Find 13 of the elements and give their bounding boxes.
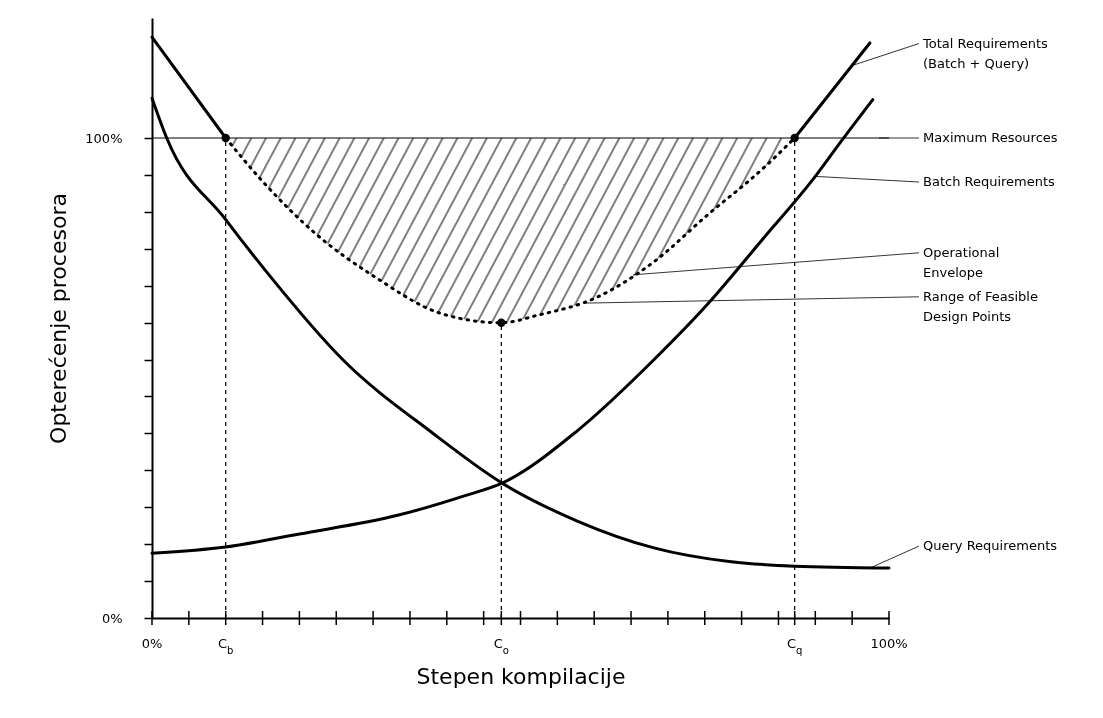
x-tick-label: C$_{q}$ — [786, 636, 803, 656]
x-tick-label: 0% — [141, 636, 163, 651]
x-tick-label: 100% — [870, 636, 908, 651]
x-axis-title: Stepen kompilacije — [416, 663, 626, 689]
x-tick-label: C$_{b}$ — [217, 636, 234, 656]
annotation: Query Requirements — [923, 538, 1058, 554]
y-axis-title: Opterećenje procesora — [46, 193, 72, 444]
annotation: Total Requirements (Batch + Query) — [922, 35, 1049, 71]
annotation: Operational Envelope — [923, 244, 1000, 280]
ref-line-label: Maximum Resources — [923, 130, 1058, 145]
x-tick-label: C$_{o}$ — [493, 636, 509, 656]
annotation: Batch Requirements — [923, 174, 1056, 189]
annotation: Range of Feasible Design Points — [923, 288, 1038, 324]
